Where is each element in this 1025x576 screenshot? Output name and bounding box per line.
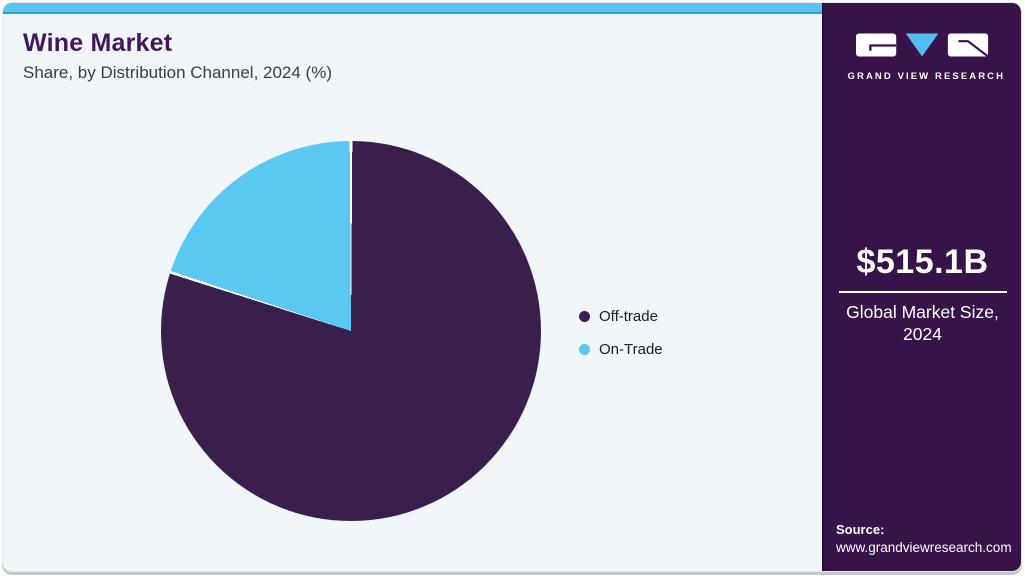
legend-label: On-Trade [599,340,663,358]
top-accent-bar [3,3,822,14]
legend-item: Off-trade [579,306,663,326]
divider [838,291,1007,293]
logo-triangle [905,33,938,57]
page-subtitle: Share, by Distribution Channel, 2024 (%) [23,63,332,82]
legend-dot [579,310,590,322]
gvr-logo-icon [855,33,989,58]
chart-legend: Off-trade On-Trade [579,306,663,372]
brand-sidebar: GRAND VIEW RESEARCH $515.1B Global Marke… [822,3,1021,571]
brand-name: GRAND VIEW RESEARCH [847,71,1006,82]
legend-label: Off-trade [599,307,658,325]
source-url: www.grandviewresearch.com [836,540,1012,555]
source-label: Source: [836,522,885,537]
page-title: Wine Market [23,29,173,57]
legend-item: On-Trade [579,339,663,359]
legend-dot [579,343,590,355]
pie-chart [161,141,541,521]
market-size-block: $515.1B Global Market Size, 2024 [824,243,1021,345]
source-block: Source: www.grandviewresearch.com [836,520,1012,557]
market-size-value: $515.1B [856,243,989,281]
market-size-label: Global Market Size, 2024 [846,302,999,344]
brand-logo: GRAND VIEW RESEARCH [847,31,1006,82]
